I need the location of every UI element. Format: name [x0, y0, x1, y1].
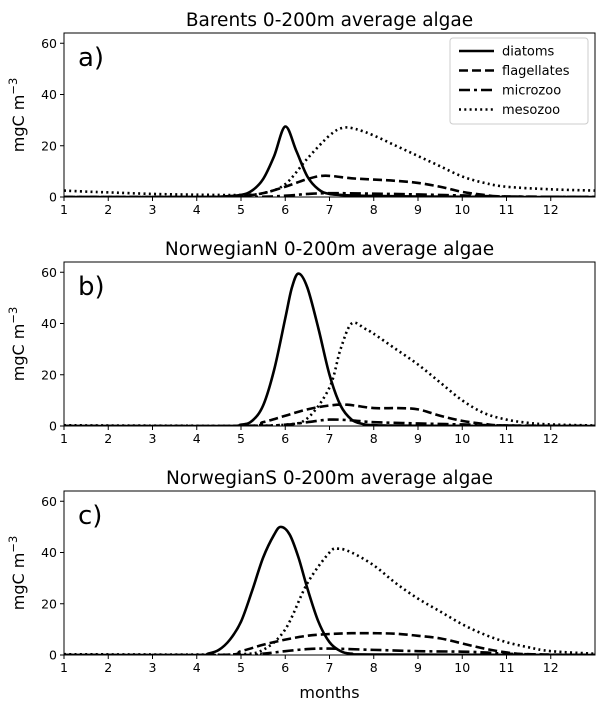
x-tick-label: 7 — [326, 202, 334, 217]
legend-label-flagellates: flagellates — [502, 64, 570, 79]
series-mesozoo-line — [64, 126, 595, 197]
legend-label-microzoo: microzoo — [502, 84, 561, 99]
panel-label: b) — [78, 272, 105, 302]
x-tick-label: 9 — [414, 431, 422, 446]
y-tick-label: 40 — [41, 545, 57, 560]
series-diatoms-line — [64, 525, 595, 655]
y-axis-label: mgC m−3 — [6, 536, 28, 611]
x-tick-label: 11 — [499, 660, 515, 675]
y-tick-label: 60 — [41, 265, 57, 280]
series-diatoms-line — [64, 272, 595, 426]
y-tick-label: 20 — [41, 138, 57, 153]
y-tick-label: 20 — [41, 367, 57, 382]
series-group — [64, 272, 595, 426]
y-tick-label: 40 — [41, 316, 57, 331]
x-tick-label: 8 — [370, 431, 378, 446]
x-tick-label: 3 — [149, 431, 157, 446]
x-tick-label: 6 — [281, 202, 289, 217]
x-tick-label: 10 — [454, 660, 470, 675]
series-flagellates-line — [64, 174, 595, 197]
x-tick-label: 10 — [454, 431, 470, 446]
y-tick-label: 0 — [49, 419, 57, 434]
series-mesozoo-line — [64, 547, 595, 655]
x-tick-label: 2 — [104, 660, 112, 675]
x-tick-label: 1 — [60, 431, 68, 446]
axes-frame — [63, 490, 596, 656]
legend-label-diatoms: diatoms — [502, 45, 555, 60]
x-tick-label: 3 — [149, 660, 157, 675]
x-tick-label: 3 — [149, 202, 157, 217]
legend-label-mesozoo: mesozoo — [502, 103, 560, 118]
x-tick-label: 9 — [414, 660, 422, 675]
y-tick-label: 20 — [41, 596, 57, 611]
x-tick-label: 8 — [370, 660, 378, 675]
series-microzoo-line — [64, 418, 595, 426]
y-tick-label: 0 — [49, 190, 57, 205]
series-group — [64, 125, 595, 197]
series-microzoo-line — [64, 647, 595, 655]
x-tick-label: 4 — [193, 431, 201, 446]
panel-label: a) — [78, 43, 104, 73]
x-tick-label: 11 — [499, 202, 515, 217]
series-flagellates-line — [64, 631, 595, 655]
x-tick-label: 4 — [193, 202, 201, 217]
axes-frame — [63, 261, 596, 427]
y-axis-label: mgC m−3 — [6, 78, 28, 153]
chart-title: NorwegianS 0-200m average algae — [166, 468, 493, 489]
series-group — [64, 525, 595, 655]
y-axis-label-exponent: −3 — [6, 536, 20, 553]
x-tick-label: 5 — [237, 202, 245, 217]
y-tick-label: 0 — [49, 648, 57, 663]
x-tick-label: 2 — [104, 202, 112, 217]
x-tick-label: 8 — [370, 202, 378, 217]
panel-label: c) — [78, 501, 102, 531]
y-axis-label-exponent: −3 — [6, 307, 20, 324]
y-axis-label-text: mgC m — [9, 553, 28, 611]
x-tick-label: 6 — [281, 660, 289, 675]
x-tick-label: 9 — [414, 202, 422, 217]
y-tick-label: 60 — [41, 494, 57, 509]
x-axis-label: months — [299, 683, 359, 702]
legend: diatoms flagellates microzoo mesozoo — [449, 37, 589, 125]
y-axis-label: mgC m−3 — [6, 307, 28, 382]
y-tick-label: 60 — [41, 36, 57, 51]
chart-title: NorwegianN 0-200m average algae — [165, 239, 494, 260]
x-tick-label: 5 — [237, 431, 245, 446]
x-tick-label: 1 — [60, 660, 68, 675]
x-tick-label: 10 — [454, 202, 470, 217]
x-tick-label: 12 — [543, 660, 559, 675]
x-tick-label: 4 — [193, 660, 201, 675]
x-tick-label: 7 — [326, 660, 334, 675]
x-tick-label: 12 — [543, 431, 559, 446]
y-axis-label-text: mgC m — [9, 324, 28, 382]
x-tick-label: 12 — [543, 202, 559, 217]
x-tick-label: 2 — [104, 431, 112, 446]
x-tick-label: 7 — [326, 431, 334, 446]
legend-box — [449, 37, 589, 125]
chart-title: Barents 0-200m average algae — [186, 10, 473, 31]
x-tick-label: 5 — [237, 660, 245, 675]
y-tick-label: 40 — [41, 87, 57, 102]
x-tick-label: 11 — [499, 431, 515, 446]
series-flagellates-line — [64, 403, 595, 426]
x-tick-label: 1 — [60, 202, 68, 217]
y-axis-label-exponent: −3 — [6, 78, 20, 95]
y-axis-label-text: mgC m — [9, 95, 28, 153]
x-tick-label: 6 — [281, 431, 289, 446]
